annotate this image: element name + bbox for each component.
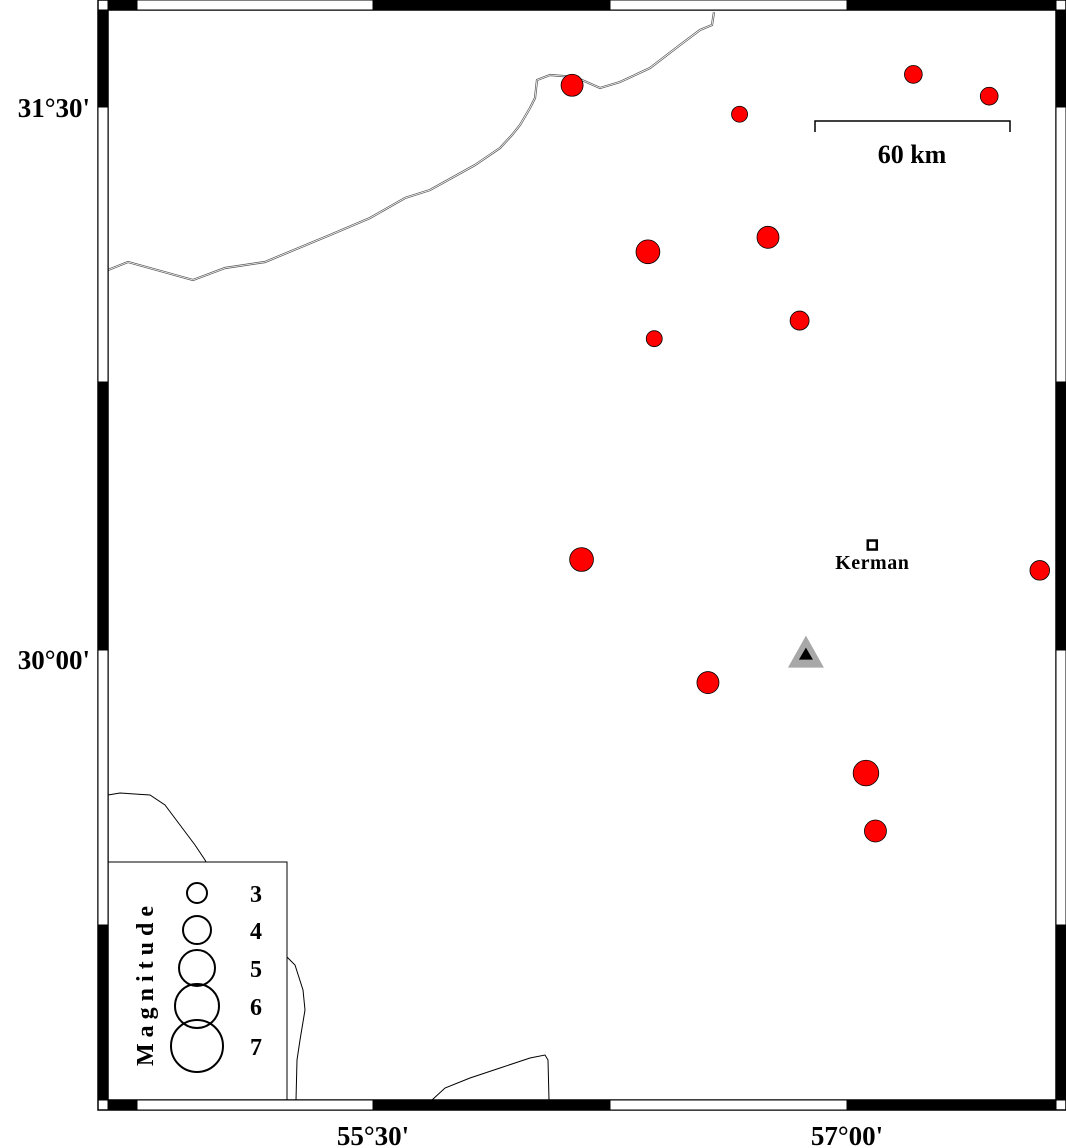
earthquake-event-2 bbox=[731, 105, 748, 123]
earthquake-event-4 bbox=[979, 86, 999, 106]
earthquake-event-10 bbox=[1029, 560, 1050, 581]
legend-circle-6-icon bbox=[174, 983, 220, 1029]
earthquake-event-12 bbox=[852, 759, 880, 787]
station-inner bbox=[798, 647, 813, 660]
border-line-south bbox=[431, 1054, 550, 1101]
legend-label-6: 6 bbox=[250, 995, 262, 1021]
lon-label-55-30: 55°30' bbox=[337, 1121, 409, 1148]
legend-circle-3-icon bbox=[186, 882, 208, 904]
map-frame bbox=[97, 0, 1066, 1111]
legend-circle-5-icon bbox=[178, 949, 216, 987]
scale-bar-label: 60 km bbox=[878, 140, 947, 169]
earthquake-event-3 bbox=[904, 65, 923, 84]
earthquake-event-11 bbox=[696, 671, 720, 694]
station-triangle-icon bbox=[787, 635, 824, 668]
earthquake-event-7 bbox=[645, 330, 663, 348]
city-marker-icon bbox=[866, 539, 879, 551]
legend-label-7: 7 bbox=[250, 1035, 262, 1061]
earthquake-event-9 bbox=[569, 547, 594, 572]
legend-label-3: 3 bbox=[250, 882, 262, 908]
city-label: Kerman bbox=[835, 552, 909, 574]
magnitude-legend: Magnitude 3 4 5 6 7 bbox=[107, 861, 288, 1101]
lon-label-57-00: 57°00' bbox=[811, 1121, 883, 1148]
lat-label-30-00: 30°00' bbox=[18, 645, 90, 675]
legend-circle-7-icon bbox=[170, 1019, 224, 1073]
earthquake-events bbox=[560, 65, 1050, 843]
earthquake-event-5 bbox=[635, 239, 661, 265]
scale-bar: 60 km bbox=[814, 120, 1011, 169]
legend-label-5: 5 bbox=[250, 957, 262, 983]
earthquake-event-6 bbox=[756, 225, 780, 249]
lat-label-31-30: 31°30' bbox=[18, 93, 90, 123]
legend-circle-4-icon bbox=[182, 915, 212, 945]
earthquake-event-13 bbox=[864, 819, 887, 843]
legend-label-4: 4 bbox=[250, 919, 262, 945]
legend-title: Magnitude bbox=[133, 900, 159, 1066]
earthquake-event-8 bbox=[789, 310, 810, 331]
earthquake-event-1 bbox=[560, 73, 584, 97]
